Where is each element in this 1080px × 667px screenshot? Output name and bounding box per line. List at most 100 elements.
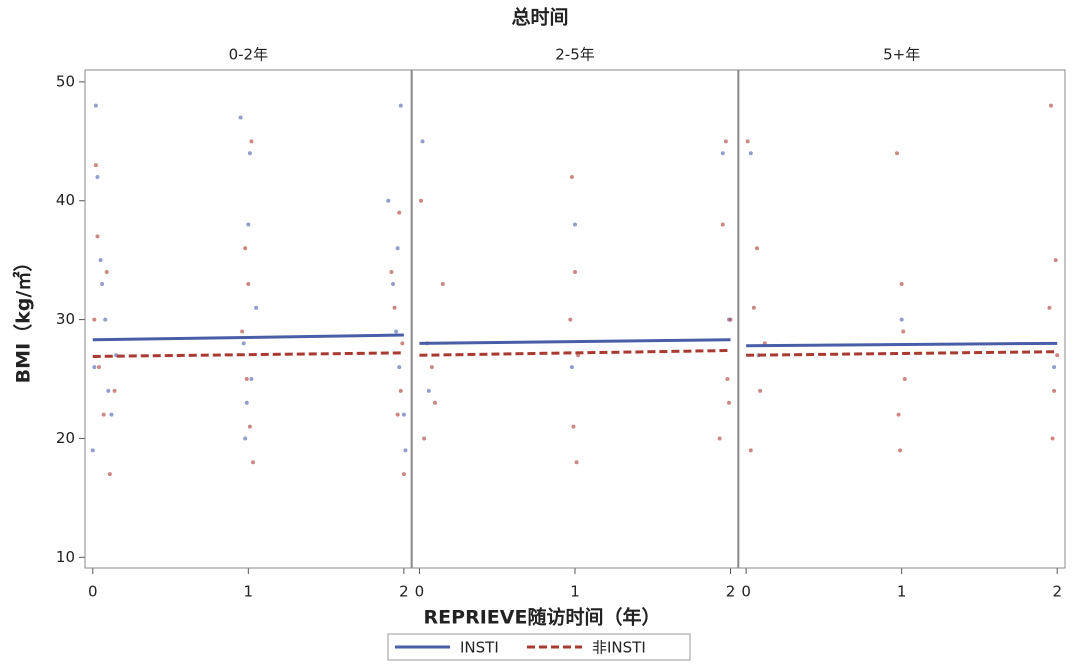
legend-label: 非INSTI (592, 639, 646, 657)
x-tick-label: 0 (415, 583, 425, 601)
point (901, 329, 906, 334)
point (246, 281, 251, 286)
fit-line (419, 348, 731, 357)
point (419, 198, 423, 203)
point (569, 365, 574, 370)
point (93, 103, 98, 108)
point (238, 115, 243, 120)
point (397, 365, 402, 370)
point (748, 151, 753, 156)
point (246, 222, 251, 227)
point (249, 139, 254, 144)
x-tick-label: 2 (726, 583, 736, 601)
point (95, 174, 100, 179)
point (92, 365, 97, 370)
point (107, 472, 112, 477)
x-tick-label: 1 (244, 583, 254, 601)
point (758, 388, 763, 393)
point (899, 317, 904, 322)
point (420, 139, 425, 144)
point (725, 377, 730, 382)
point (902, 377, 907, 382)
point (93, 163, 98, 168)
point (240, 329, 245, 334)
x-tick-label: 0 (88, 583, 98, 601)
point (720, 151, 725, 156)
point (745, 139, 750, 144)
point (397, 210, 402, 215)
point (401, 472, 406, 477)
point (395, 246, 400, 251)
point (398, 103, 403, 108)
point (1052, 365, 1057, 370)
point (400, 341, 405, 346)
x-tick-label: 2 (1052, 583, 1062, 601)
fit-line (746, 350, 1058, 357)
x-tick-label: 1 (897, 583, 907, 601)
point (440, 281, 445, 286)
point (569, 174, 574, 179)
point (254, 305, 259, 310)
point (717, 436, 722, 441)
point (1055, 353, 1060, 358)
panel-title: 0-2年 (229, 46, 269, 64)
point (574, 460, 579, 465)
point (249, 377, 254, 382)
point (392, 305, 397, 310)
point (112, 388, 117, 393)
point (426, 388, 431, 393)
point (109, 412, 114, 417)
chart-title: 总时间 (511, 6, 568, 29)
point (398, 388, 403, 393)
point (751, 305, 756, 310)
point (247, 424, 252, 429)
point (899, 281, 904, 286)
point (100, 281, 105, 286)
point (433, 400, 437, 405)
point (251, 460, 255, 465)
point (244, 400, 249, 405)
point (727, 400, 731, 405)
point (720, 222, 725, 227)
point (103, 317, 108, 322)
y-tick-label: 30 (56, 310, 75, 328)
point (573, 222, 577, 227)
x-tick-label: 2 (399, 583, 409, 601)
fit-line (419, 338, 731, 345)
point (241, 341, 246, 346)
point (92, 317, 97, 322)
panel-title: 2-5年 (555, 46, 595, 64)
point (755, 246, 759, 251)
point (243, 246, 248, 251)
point (243, 436, 248, 441)
point (568, 317, 573, 322)
y-tick-label: 40 (56, 191, 75, 209)
point (106, 388, 111, 393)
point (1052, 388, 1057, 393)
fit-line (92, 351, 404, 358)
fit-line (92, 333, 404, 342)
point (395, 412, 400, 417)
y-axis-label: BMI（kg/㎡） (12, 253, 35, 384)
point (1050, 436, 1055, 441)
point (391, 281, 395, 286)
legend-label: INSTI (460, 639, 499, 657)
point (101, 412, 106, 417)
point (1053, 258, 1058, 263)
point (571, 424, 576, 429)
point (1049, 103, 1053, 108)
x-axis-label: REPRIEVE随访时间（年） (424, 606, 661, 629)
y-tick-label: 10 (56, 548, 75, 566)
point (895, 151, 899, 156)
point (98, 258, 103, 263)
point (728, 317, 733, 322)
y-tick-label: 50 (56, 72, 75, 90)
point (898, 448, 903, 453)
point (723, 139, 728, 144)
point (90, 448, 95, 453)
point (401, 412, 406, 417)
panel-title: 5+年 (883, 46, 920, 64)
fit-line (746, 341, 1058, 348)
point (247, 151, 252, 156)
